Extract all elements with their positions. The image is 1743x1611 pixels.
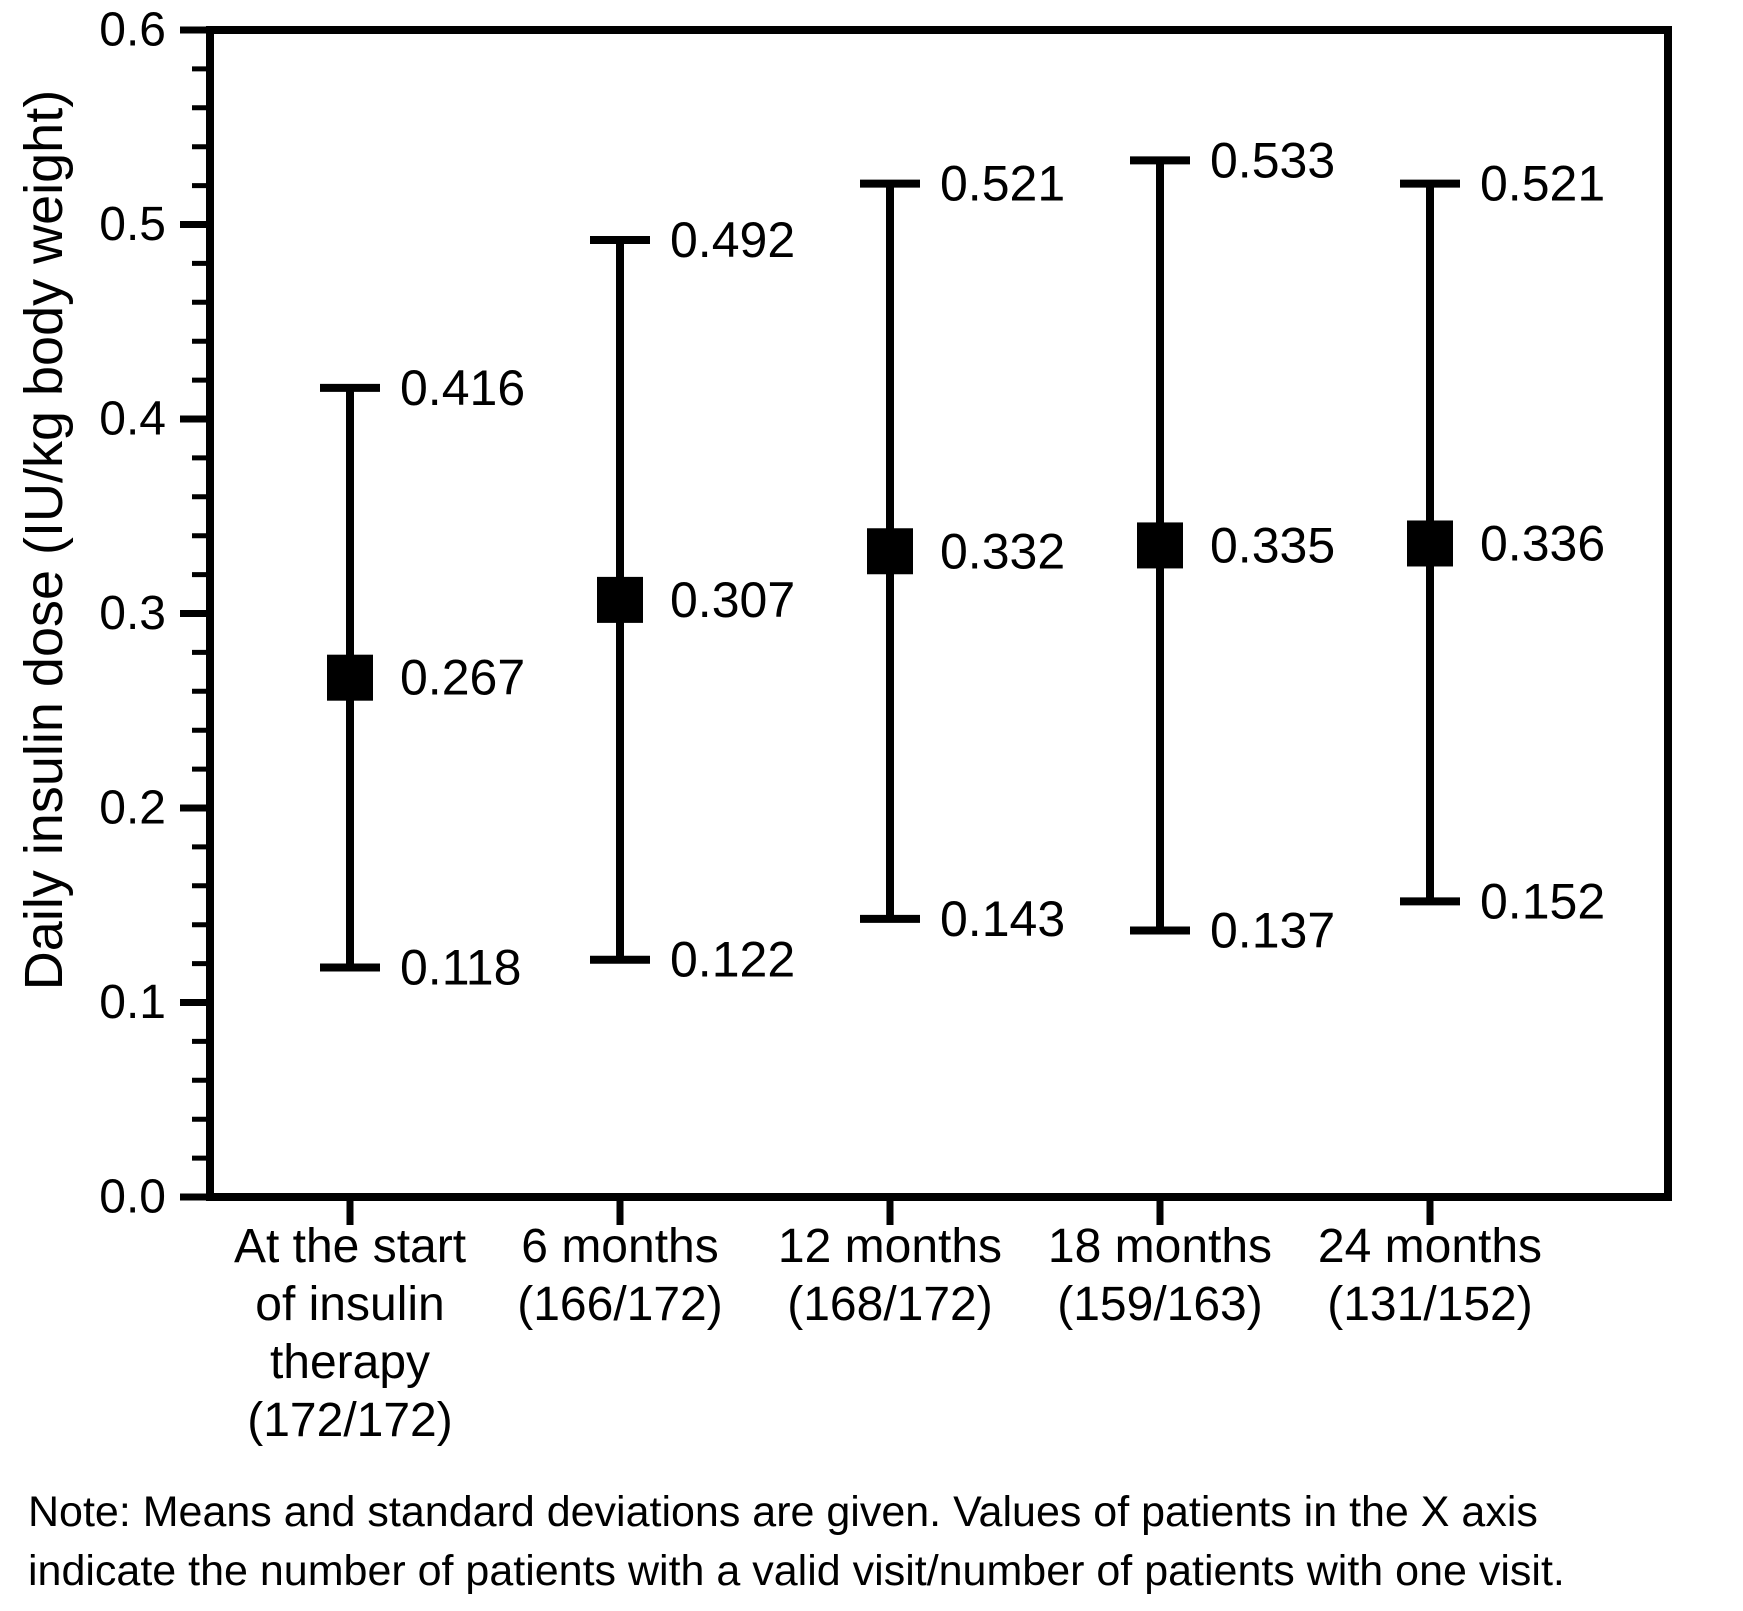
x-category-label: 18 months (159/163) <box>1048 1220 1272 1331</box>
x-category-label: 6 months (166/172) <box>517 1220 722 1331</box>
mean-marker <box>597 576 643 623</box>
mean-marker <box>1137 522 1183 569</box>
mean-marker <box>327 654 373 701</box>
value-label-upper: 0.533 <box>1210 132 1335 188</box>
value-label-upper: 0.416 <box>400 360 525 416</box>
note-line-1: Note: Means and standard deviations are … <box>28 1488 1538 1536</box>
mean-marker <box>1407 520 1453 567</box>
y-tick-label: 0.2 <box>99 782 166 835</box>
note-line-2: indicate the number of patients with a v… <box>28 1547 1565 1595</box>
y-tick-label: 0.0 <box>99 1171 166 1224</box>
value-label-upper: 0.492 <box>670 212 795 268</box>
value-label-lower: 0.122 <box>670 932 795 988</box>
x-category-label: At the start of insulin therapy (172/172) <box>234 1220 466 1447</box>
y-tick-label: 0.3 <box>99 587 166 640</box>
x-category-label: 12 months (168/172) <box>778 1220 1002 1331</box>
value-label-mean: 0.267 <box>400 650 525 706</box>
value-label-mean: 0.332 <box>940 523 1065 579</box>
value-label-lower: 0.137 <box>1210 903 1335 959</box>
value-label-mean: 0.336 <box>1480 515 1605 571</box>
value-label-lower: 0.143 <box>940 891 1065 947</box>
mean-marker <box>867 528 913 575</box>
x-category-label: 24 months (131/152) <box>1318 1220 1542 1331</box>
value-label-upper: 0.521 <box>1480 156 1605 212</box>
value-label-lower: 0.152 <box>1480 873 1605 929</box>
y-tick-label: 0.5 <box>99 198 166 251</box>
y-tick-label: 0.4 <box>99 393 166 446</box>
y-axis-title: Daily insulin dose (IU/kg body weight) <box>14 89 74 991</box>
plot-frame <box>206 26 1672 1201</box>
value-label-upper: 0.521 <box>940 156 1065 212</box>
y-tick-label: 0.6 <box>99 4 166 57</box>
value-label-lower: 0.118 <box>400 939 521 995</box>
y-tick-label: 0.1 <box>99 976 166 1029</box>
value-label-mean: 0.335 <box>1210 517 1335 573</box>
value-label-mean: 0.307 <box>670 572 795 628</box>
